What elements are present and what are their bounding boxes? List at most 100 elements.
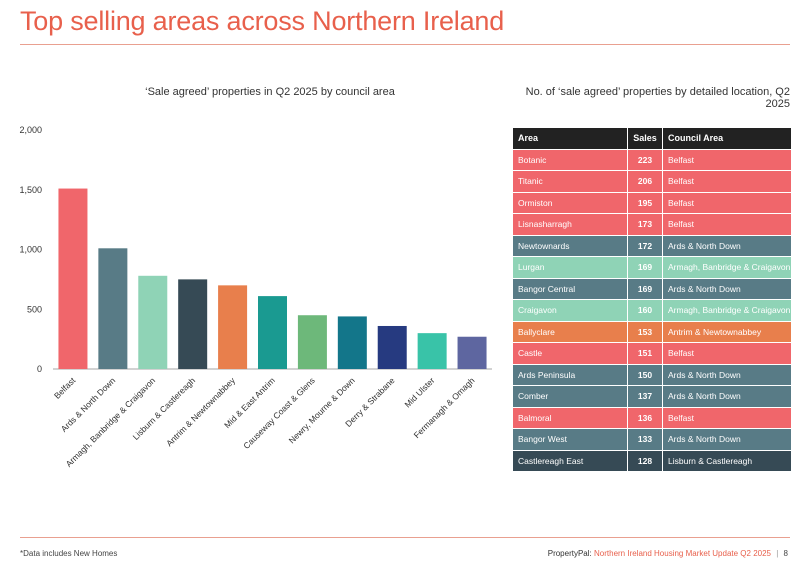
cell-sales: 151 (627, 342, 663, 365)
table-row: Ballyclare 153 Antrim & Newtownabbey (512, 320, 792, 343)
cell-council-area: Ards & North Down (662, 428, 792, 451)
table-row: Lisnasharragh 173 Belfast (512, 213, 792, 236)
cell-area: Newtownards (512, 234, 628, 257)
table-row: Titanic 206 Belfast (512, 170, 792, 193)
cell-sales: 153 (627, 320, 663, 343)
bar (457, 336, 487, 369)
cell-council-area: Antrim & Newtownabbey (662, 320, 792, 343)
footer-divider (20, 537, 790, 538)
x-tick-label: Mid Ulster (402, 375, 436, 409)
sales-table: Area Sales Council Area Botanic 223 Belfas… (512, 127, 792, 472)
bar (98, 248, 128, 369)
bar (337, 316, 367, 369)
x-tick-label: Belfast (52, 375, 78, 401)
y-tick-label: 1,500 (19, 185, 42, 195)
cell-area: Lurgan (512, 256, 628, 279)
table-row: Bangor Central 169 Ards & North Down (512, 277, 792, 300)
bar (58, 188, 88, 369)
cell-area: Ballyclare (512, 320, 628, 343)
y-tick-label: 0 (37, 364, 42, 374)
page-number: 8 (783, 549, 788, 558)
footer-note: *Data includes New Homes (20, 549, 118, 558)
x-tick-label: Newry, Mourne & Down (287, 375, 357, 445)
cell-area: Titanic (512, 170, 628, 193)
table-title: No. of ‘sale agreed’ properties by detai… (525, 86, 790, 110)
footer-report-title: Northern Ireland Housing Market Update Q… (594, 549, 771, 558)
cell-council-area: Belfast (662, 170, 792, 193)
x-tick-label: Antrim & Newtownabbey (164, 375, 237, 448)
cell-area: Craigavon (512, 299, 628, 322)
title-divider (20, 44, 790, 45)
table-row: Bangor West 133 Ards & North Down (512, 428, 792, 451)
cell-council-area: Ards & North Down (662, 234, 792, 257)
bar (377, 325, 407, 369)
cell-sales: 169 (627, 256, 663, 279)
footer-brand: PropertyPal: (547, 549, 592, 558)
cell-sales: 137 (627, 385, 663, 408)
sales-table-container: Area Sales Council Area Botanic 223 Belfas… (512, 127, 792, 472)
table-row: Lurgan 169 Armagh, Banbridge & Craigavon (512, 256, 792, 279)
cell-area: Ormiston (512, 191, 628, 214)
cell-area: Bangor West (512, 428, 628, 451)
table-row: Castle 151 Belfast (512, 342, 792, 365)
x-tick-label: Causeway Coast & Glens (241, 375, 317, 451)
footer-credit: PropertyPal: Northern Ireland Housing Ma… (548, 549, 788, 558)
header-sales: Sales (627, 127, 663, 150)
cell-council-area: Lisburn & Castlereagh (662, 449, 792, 472)
table-row: Castlereagh East 128 Lisburn & Castlereagh (512, 449, 792, 472)
table-row: Comber 137 Ards & North Down (512, 385, 792, 408)
cell-area: Castle (512, 342, 628, 365)
cell-sales: 150 (627, 363, 663, 386)
cell-area: Botanic (512, 148, 628, 171)
cell-council-area: Ards & North Down (662, 277, 792, 300)
cell-sales: 173 (627, 213, 663, 236)
chart-title: ‘Sale agreed’ properties in Q2 2025 by c… (145, 86, 395, 98)
cell-council-area: Armagh, Banbridge & Craigavon (662, 299, 792, 322)
y-tick-label: 500 (27, 304, 42, 314)
cell-area: Lisnasharragh (512, 213, 628, 236)
cell-sales: 206 (627, 170, 663, 193)
bar (258, 296, 287, 369)
bar (138, 275, 168, 369)
cell-council-area: Belfast (662, 213, 792, 236)
cell-sales: 133 (627, 428, 663, 451)
bar (178, 279, 208, 369)
cell-area: Balmoral (512, 406, 628, 429)
header-area: Area (512, 127, 628, 150)
bar (297, 315, 327, 369)
table-row: Newtownards 172 Ards & North Down (512, 234, 792, 257)
cell-sales: 223 (627, 148, 663, 171)
page-title: Top selling areas across Northern Irelan… (20, 6, 505, 36)
cell-sales: 128 (627, 449, 663, 472)
table-row: Craigavon 160 Armagh, Banbridge & Craigavo… (512, 299, 792, 322)
cell-council-area: Belfast (662, 342, 792, 365)
cell-area: Bangor Central (512, 277, 628, 300)
bar (417, 333, 447, 369)
cell-sales: 195 (627, 191, 663, 214)
bar (218, 285, 248, 369)
y-tick-label: 2,000 (19, 125, 42, 135)
table-row: Balmoral 136 Belfast (512, 406, 792, 429)
cell-council-area: Ards & North Down (662, 385, 792, 408)
header-council-area: Council Area (662, 127, 792, 150)
table-header-row: Area Sales Council Area (512, 127, 792, 150)
cell-council-area: Belfast (662, 406, 792, 429)
cell-sales: 136 (627, 406, 663, 429)
cell-area: Castlereagh East (512, 449, 628, 472)
cell-area: Ards Peninsula (512, 363, 628, 386)
cell-area: Comber (512, 385, 628, 408)
table-body: Botanic 223 Belfast Titanic 206 Belfast Ormist… (512, 148, 792, 472)
table-row: Ormiston 195 Belfast (512, 191, 792, 214)
table-row: Botanic 223 Belfast (512, 148, 792, 171)
cell-sales: 169 (627, 277, 663, 300)
y-tick-label: 1,000 (19, 245, 42, 255)
cell-council-area: Ards & North Down (662, 363, 792, 386)
footer-separator: | (776, 549, 779, 558)
table-row: Ards Peninsula 150 Ards & North Down (512, 363, 792, 386)
cell-council-area: Armagh, Banbridge & Craigavon (662, 256, 792, 279)
cell-council-area: Belfast (662, 148, 792, 171)
cell-sales: 172 (627, 234, 663, 257)
cell-sales: 160 (627, 299, 663, 322)
cell-council-area: Belfast (662, 191, 792, 214)
